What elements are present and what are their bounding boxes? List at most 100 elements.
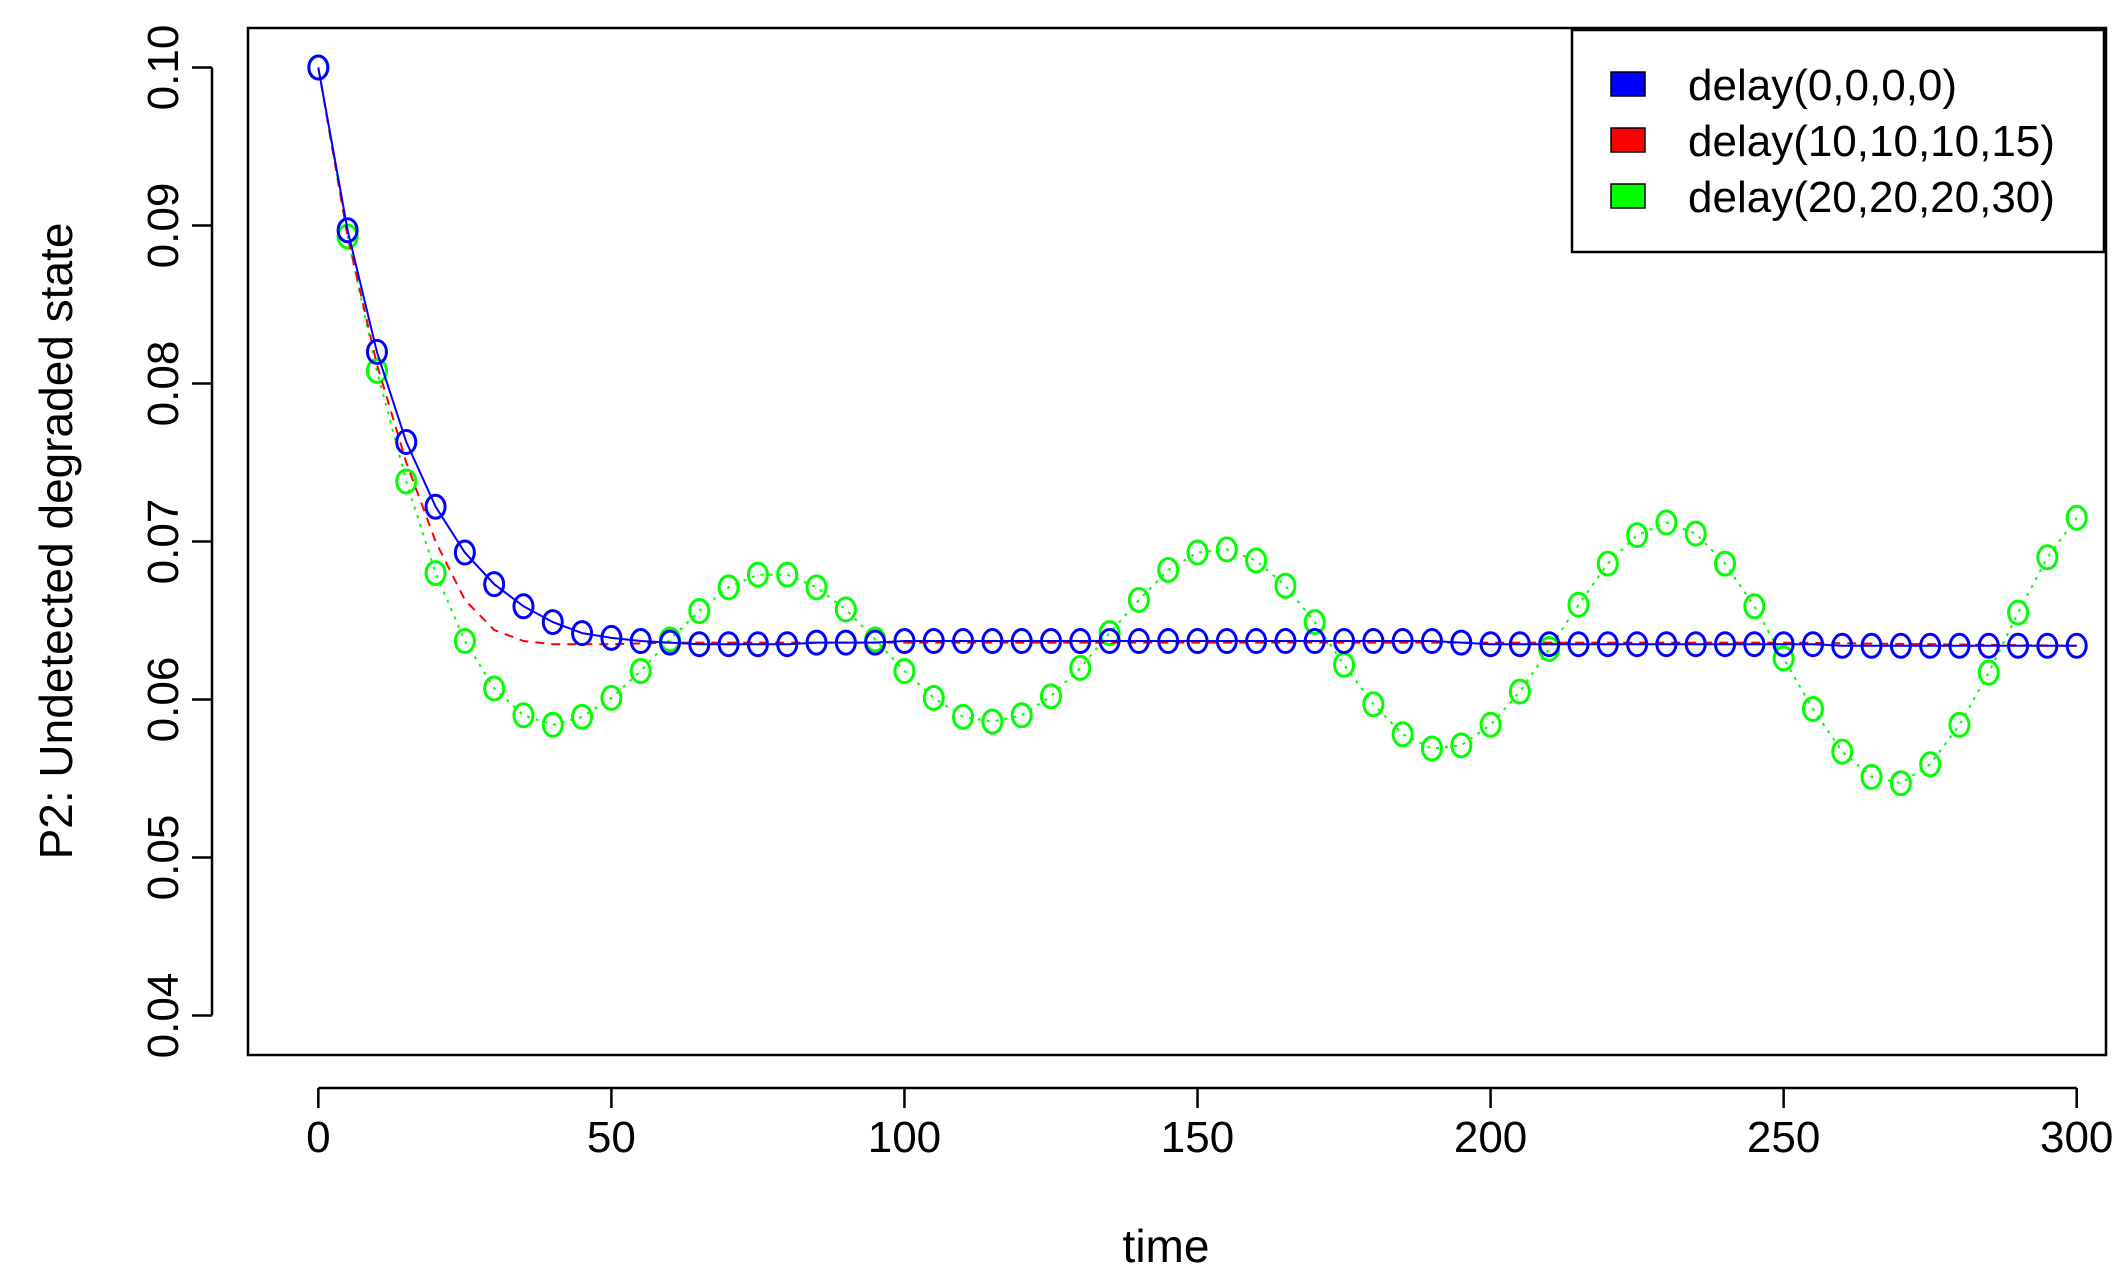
data-point: [1743, 631, 1766, 658]
data-point: [746, 631, 769, 658]
series-line: [317, 67, 2077, 647]
legend-box: [1570, 28, 2106, 254]
x-axis: 0 50 100 150 200 250 300: [306, 1086, 2113, 1162]
data-point: [688, 631, 711, 658]
data-point: [1333, 628, 1356, 655]
data-point: [1479, 631, 1502, 658]
x-tick-label: 300: [2040, 1113, 2113, 1162]
series-2: [307, 54, 2088, 797]
data-point: [746, 561, 769, 588]
plot-frame: [246, 26, 2108, 1057]
data-point: [776, 631, 799, 658]
series-layer: [307, 54, 2088, 797]
y-tick-label: 0.07: [139, 499, 188, 585]
data-point: [1655, 631, 1678, 658]
data-point: [1743, 593, 1766, 620]
legend-label: delay(20,20,20,30): [1688, 173, 2055, 222]
data-point: [717, 574, 740, 601]
series-line: [317, 67, 2078, 785]
data-point: [307, 54, 330, 81]
y-tick-label: 0.04: [139, 973, 188, 1059]
data-point: [1889, 770, 1912, 797]
data-point: [395, 428, 418, 455]
data-point: [981, 708, 1004, 735]
data-point: [600, 624, 623, 651]
legend-item: delay(0,0,0,0): [1610, 61, 1957, 110]
data-point: [1391, 721, 1414, 748]
y-tick-label: 0.09: [139, 183, 188, 269]
data-point: [1450, 732, 1473, 759]
data-point: [1186, 539, 1209, 566]
data-point: [1215, 536, 1238, 563]
data-point: [2036, 544, 2059, 571]
data-point: [1538, 631, 1561, 658]
data-point: [1420, 735, 1443, 762]
data-point: [1919, 632, 1942, 659]
data-point: [1684, 520, 1707, 547]
data-point: [1831, 632, 1854, 659]
data-point: [365, 338, 388, 365]
data-point: [453, 539, 476, 566]
data-point: [629, 628, 652, 655]
x-tick-label: 50: [587, 1113, 636, 1162]
data-point: [1333, 651, 1356, 678]
data-point: [1303, 609, 1326, 636]
x-tick-label: 150: [1161, 1113, 1234, 1162]
y-axis: 0.04 0.05 0.06 0.07 0.08 0.09 0.10: [139, 25, 214, 1059]
x-tick-label: 250: [1747, 1113, 1820, 1162]
data-point: [981, 628, 1004, 655]
data-point: [834, 596, 857, 623]
data-point: [1039, 683, 1062, 710]
data-point: [2065, 632, 2088, 659]
data-point: [805, 629, 828, 656]
data-point: [1801, 695, 1824, 722]
data-point: [1772, 631, 1795, 658]
y-tick-label: 0.08: [139, 341, 188, 427]
data-point: [1948, 632, 1971, 659]
data-point: [1977, 659, 2000, 686]
data-point: [1919, 751, 1942, 778]
data-point: [483, 675, 506, 702]
data-point: [922, 684, 945, 711]
series-0: [307, 54, 2088, 659]
legend-label: delay(0,0,0,0): [1688, 61, 1957, 110]
data-point: [1362, 691, 1385, 718]
data-point: [395, 468, 418, 495]
data-point: [1508, 678, 1531, 705]
x-axis-title: time: [1123, 1220, 1210, 1272]
data-point: [1098, 628, 1121, 655]
y-tick-label: 0.05: [139, 815, 188, 901]
legend-swatch: [1610, 71, 1646, 97]
data-point: [952, 703, 975, 730]
data-point: [1186, 628, 1209, 655]
legend-label: delay(10,10,10,15): [1688, 117, 2055, 166]
data-point: [1948, 711, 1971, 738]
data-point: [1567, 591, 1590, 618]
data-point: [629, 658, 652, 685]
x-tick-label: 200: [1454, 1113, 1527, 1162]
data-point: [600, 684, 623, 711]
data-point: [2007, 632, 2030, 659]
legend-swatch: [1610, 127, 1646, 153]
data-point: [1626, 522, 1649, 549]
data-point: [776, 561, 799, 588]
data-point: [1450, 629, 1473, 656]
data-point: [2036, 632, 2059, 659]
data-point: [365, 357, 388, 384]
data-point: [1098, 620, 1121, 647]
data-point: [1420, 628, 1443, 655]
data-point: [1479, 711, 1502, 738]
data-point: [424, 493, 447, 520]
data-point: [1245, 628, 1268, 655]
data-point: [1010, 702, 1033, 729]
data-point: [1127, 628, 1150, 655]
data-point: [1860, 632, 1883, 659]
data-point: [2007, 599, 2030, 626]
data-point: [893, 658, 916, 685]
data-point: [1303, 628, 1326, 655]
data-point: [541, 609, 564, 636]
data-point: [1714, 631, 1737, 658]
data-point: [1860, 763, 1883, 790]
data-point: [1684, 631, 1707, 658]
